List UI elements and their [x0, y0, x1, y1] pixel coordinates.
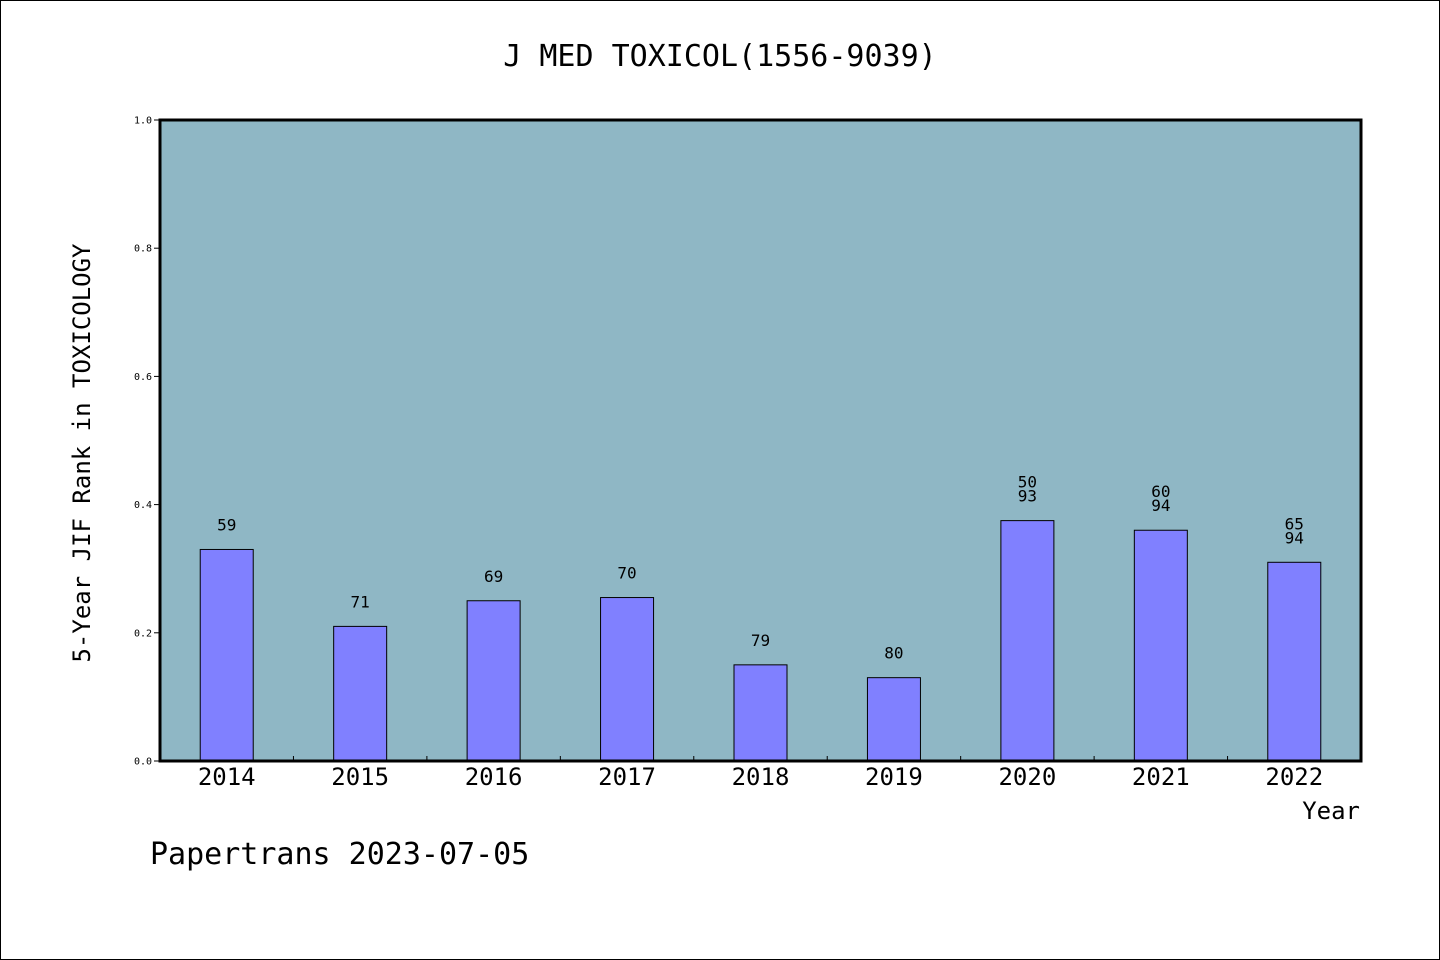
x-axis-label: Year: [1302, 797, 1360, 825]
bar: [1267, 561, 1322, 762]
y-tick-label: 0.2: [134, 628, 152, 639]
y-tick-label: 1.0: [134, 116, 152, 127]
x-tick-label: 2018: [732, 763, 790, 791]
x-tick-label: 2019: [865, 763, 923, 791]
bar: [333, 625, 388, 762]
bar: [1133, 529, 1188, 762]
data-label: 94: [1151, 496, 1170, 515]
x-tick-label: 2016: [465, 763, 523, 791]
bar: [866, 677, 921, 762]
y-tick-label: 0.8: [134, 244, 152, 255]
x-tick-label: 2017: [598, 763, 656, 791]
bar: [199, 548, 254, 762]
x-tick-label: 2021: [1132, 763, 1190, 791]
y-tick-label: 0.4: [134, 500, 152, 511]
data-label: 59: [217, 515, 236, 534]
data-label: 80: [884, 644, 903, 663]
y-tick-label: 0.0: [134, 757, 152, 768]
bar: [1000, 520, 1055, 762]
plot-border: [158, 118, 1363, 763]
data-label: 60: [1151, 482, 1170, 501]
bar: [600, 597, 655, 762]
x-tick-label: 2020: [998, 763, 1056, 791]
chart-title: J MED TOXICOL(1556-9039): [503, 39, 936, 74]
data-label: 65: [1285, 514, 1304, 533]
data-label: 70: [617, 564, 636, 583]
bar: [733, 664, 788, 762]
x-tick-label: 2015: [331, 763, 389, 791]
x-tick-label: 2014: [198, 763, 256, 791]
data-label: 93: [1018, 487, 1037, 506]
data-label: 71: [351, 592, 370, 611]
data-label: 79: [751, 631, 770, 650]
data-label: 94: [1285, 528, 1304, 547]
data-label: 69: [484, 567, 503, 586]
y-tick-label: 0.6: [134, 372, 152, 383]
bar: [466, 600, 521, 762]
x-tick-label: 2022: [1265, 763, 1323, 791]
footer-watermark: Papertrans 2023-07-05: [150, 837, 529, 872]
y-axis-label: 5-Year JIF Rank in TOXICOLOGY: [68, 243, 96, 663]
data-label: 50: [1018, 473, 1037, 492]
